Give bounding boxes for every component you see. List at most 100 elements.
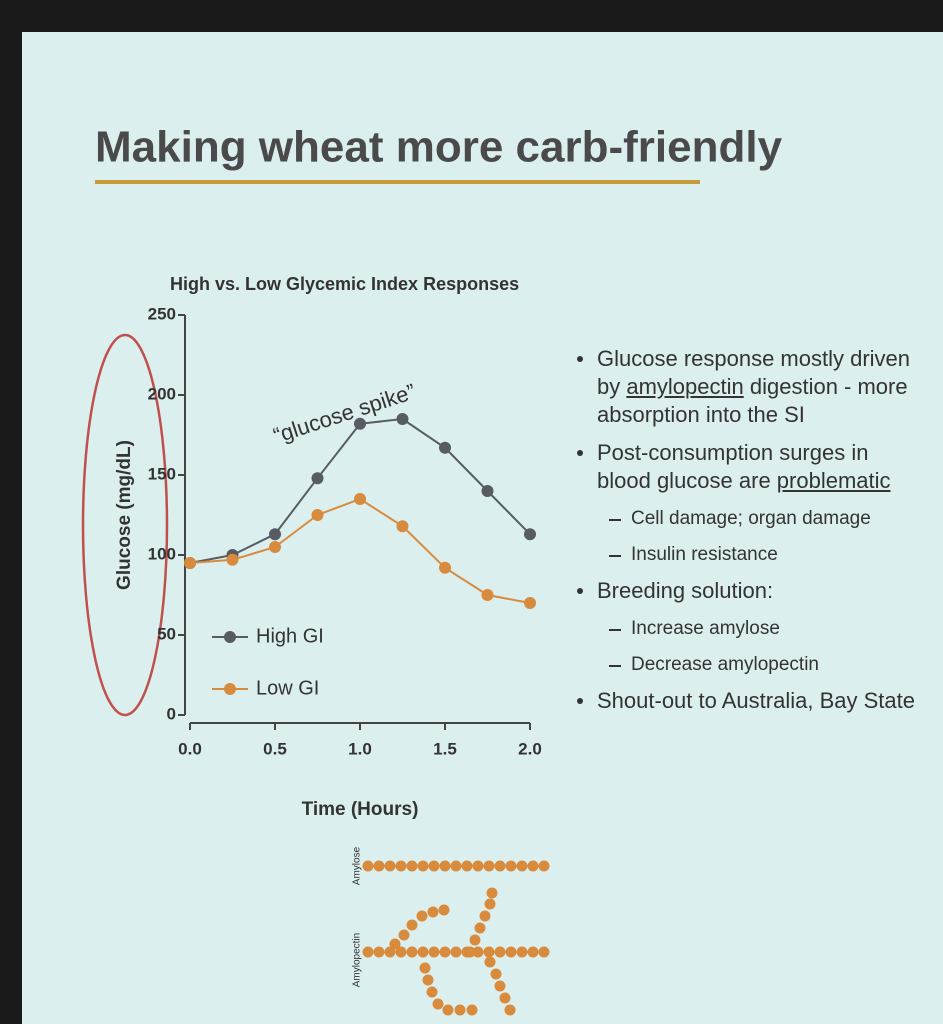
bead <box>472 860 484 872</box>
sub-bullet: Cell damage; organ damage <box>575 505 915 533</box>
bead <box>417 946 429 958</box>
bead <box>439 860 451 872</box>
bead <box>474 922 486 934</box>
bead <box>494 946 506 958</box>
sub-bullet-dash <box>609 629 621 631</box>
x-axis-label: Time (Hours) <box>302 799 419 820</box>
bullet-text: Shout-out to Australia, Bay State <box>597 688 915 713</box>
sub-bullet-dash <box>609 555 621 557</box>
bead <box>427 906 439 918</box>
sub-bullet: Increase amylose <box>575 615 915 643</box>
bullet-dot <box>577 588 583 594</box>
bead <box>538 860 550 872</box>
bead <box>398 929 410 941</box>
legend-marker <box>224 631 236 643</box>
bead <box>384 946 396 958</box>
data-point <box>184 557 196 569</box>
bead <box>419 962 431 974</box>
bead <box>516 860 528 872</box>
y-axis-label: Glucose (mg/dL) <box>114 440 135 590</box>
bead <box>483 860 495 872</box>
legend-label: Low GI <box>256 677 319 699</box>
bead <box>428 946 440 958</box>
bead <box>486 887 498 899</box>
bead <box>428 860 440 872</box>
y-tick-label: 150 <box>148 464 176 483</box>
bead <box>384 860 396 872</box>
sub-bullet-text: Cell damage; organ damage <box>631 508 871 529</box>
bullet-dot <box>577 698 583 704</box>
bead <box>483 946 495 958</box>
bullet-dot <box>577 450 583 456</box>
bullet-text: Post-consumption surges in blood glucose… <box>597 440 869 493</box>
data-point <box>439 441 451 454</box>
bead <box>438 904 450 916</box>
data-point <box>524 597 536 609</box>
x-tick-label: 2.0 <box>518 739 542 758</box>
data-point <box>354 417 366 430</box>
bead <box>505 860 517 872</box>
bead <box>389 938 401 950</box>
bead <box>406 946 418 958</box>
bead <box>472 946 484 958</box>
bead <box>516 946 528 958</box>
slide <box>22 32 943 1024</box>
bead <box>469 934 481 946</box>
bead <box>494 860 506 872</box>
sub-bullet-dash <box>609 665 621 667</box>
bead <box>406 919 418 931</box>
bead <box>527 946 539 958</box>
bead <box>464 946 476 958</box>
bullet: Shout-out to Australia, Bay State <box>575 687 915 715</box>
data-point <box>226 553 239 566</box>
bead <box>484 898 496 910</box>
bead <box>504 1004 516 1016</box>
sub-bullet-text: Insulin resistance <box>631 544 778 565</box>
bead <box>439 946 451 958</box>
data-point <box>481 589 494 601</box>
bead <box>505 946 517 958</box>
bead <box>442 1004 454 1016</box>
bead <box>395 860 407 872</box>
chart-title: High vs. Low Glycemic Index Responses <box>170 274 519 294</box>
sub-bullet-text: Increase amylose <box>631 618 780 639</box>
bead <box>432 998 444 1010</box>
bead <box>450 860 462 872</box>
data-point <box>439 561 451 574</box>
bead <box>494 980 506 992</box>
sub-bullet-text: Decrease amylopectin <box>631 654 819 675</box>
bead <box>490 968 502 980</box>
bead <box>466 1004 478 1016</box>
data-point <box>311 472 324 485</box>
bead <box>417 860 429 872</box>
data-point <box>524 528 536 541</box>
y-tick-label: 100 <box>148 544 176 563</box>
bead <box>416 910 428 922</box>
data-point <box>481 485 494 497</box>
bead <box>454 1004 466 1016</box>
bead <box>395 946 407 958</box>
slide-title: Making wheat more carb-friendly <box>95 123 783 172</box>
amylopectin-label: Amylopectin <box>352 933 363 987</box>
bullet: Post-consumption surges in blood glucose… <box>575 439 915 495</box>
bead <box>484 956 496 968</box>
underlined-text: problematic <box>776 468 891 493</box>
underlined-text: amylopectin <box>626 374 744 399</box>
x-tick-label: 0.5 <box>263 739 287 758</box>
bead <box>362 860 374 872</box>
bead <box>406 860 418 872</box>
x-tick-label: 1.0 <box>348 739 372 758</box>
data-point <box>311 509 324 521</box>
y-tick-label: 50 <box>157 624 176 643</box>
bullet: Breeding solution: <box>575 577 915 605</box>
bead <box>362 946 374 958</box>
bead <box>373 860 385 872</box>
y-tick-label: 250 <box>148 304 176 323</box>
bead <box>461 860 473 872</box>
bullet-list: Glucose response mostly driven by amylop… <box>575 345 915 725</box>
bullet-text: digestion - more absorption into the SI <box>597 374 908 427</box>
bullet-text: Glucose response mostly driven by <box>597 346 911 399</box>
bead <box>538 946 550 958</box>
data-point <box>269 528 281 541</box>
